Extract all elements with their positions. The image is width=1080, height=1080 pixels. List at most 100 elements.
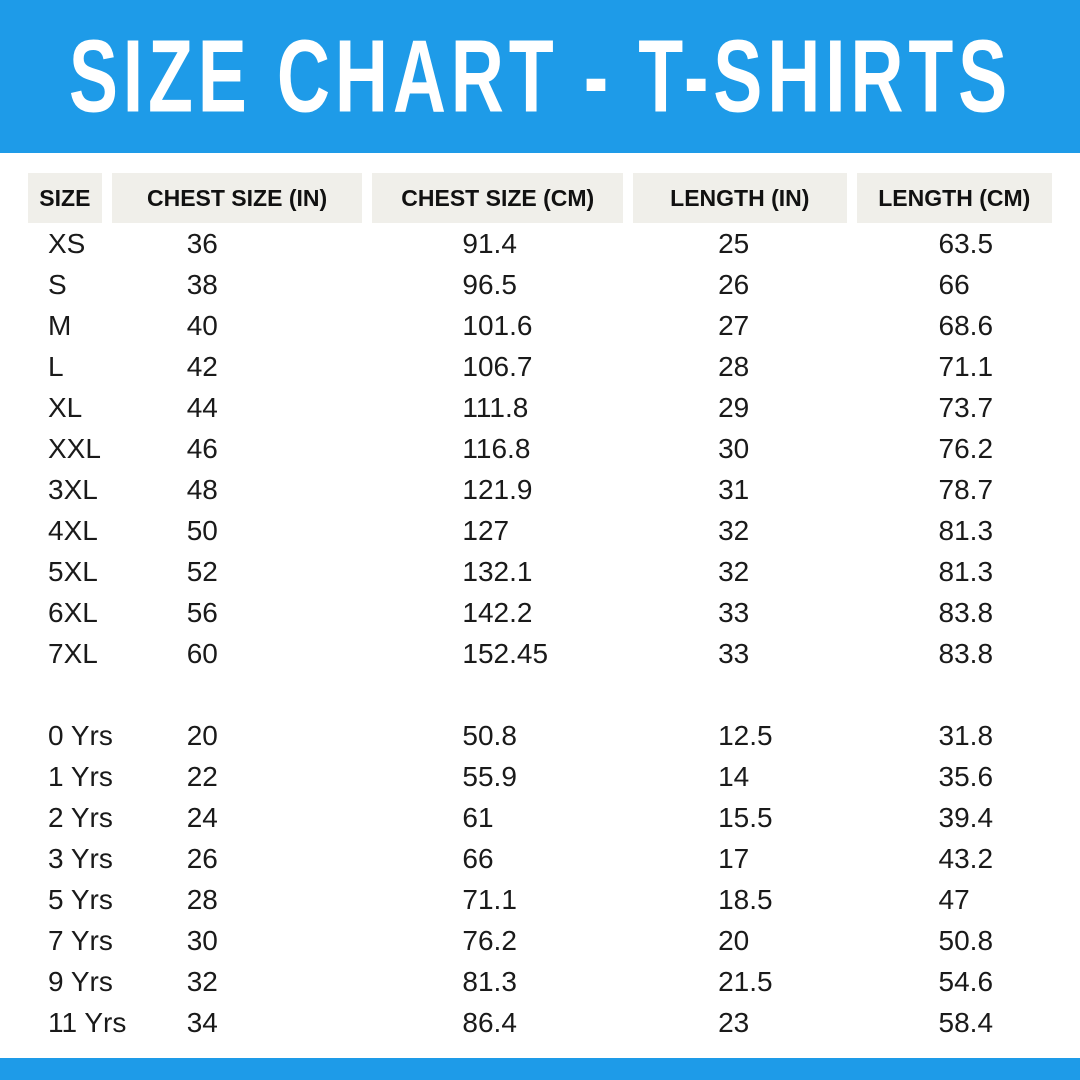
table-row: L 42 106.7 28 71.1 (0, 346, 1080, 387)
cell-length_cm: 68.6 (938, 310, 994, 341)
cell-length_cm: 83.8 (938, 638, 994, 669)
cell-size: 7XL (48, 638, 98, 669)
cell-length_cm: 83.8 (938, 597, 994, 628)
cell-length_in: 18.5 (718, 884, 773, 915)
cell-length_cm: 47 (938, 884, 970, 915)
cell-chest_cm: 76.2 (462, 925, 517, 956)
cell-length_cm: 31.8 (938, 720, 994, 751)
cell-length_cm: 50.8 (938, 925, 994, 956)
cell-length_in: 26 (718, 269, 750, 300)
cell-size: XXL (48, 433, 101, 464)
cell-chest_cm: 142.2 (462, 597, 533, 628)
cell-chest_cm: 81.3 (462, 966, 517, 997)
cell-chest_cm: 86.4 (462, 1007, 517, 1038)
table-row: 7XL 60 152.45 33 83.8 (0, 633, 1080, 674)
column-header-length-in-label: LENGTH (IN) (633, 173, 847, 223)
cell-chest_cm: 66 (462, 843, 494, 874)
table-body: XS 36 91.4 25 63.5 S 38 96.5 26 66 M 40 101.6 27 68.6 L… (0, 223, 1080, 1043)
column-header-length-in: LENGTH (IN) (633, 173, 856, 223)
cell-length_cm: 78.7 (938, 474, 994, 505)
table-row: 9 Yrs 32 81.3 21.5 54.6 (0, 961, 1080, 1002)
cell-size: 0 Yrs (48, 720, 113, 751)
cell-length_cm: 81.3 (938, 556, 994, 587)
table-row: M 40 101.6 27 68.6 (0, 305, 1080, 346)
cell-length_in: 27 (718, 310, 750, 341)
cell-length_cm: 76.2 (938, 433, 994, 464)
cell-chest_in: 42 (186, 351, 218, 382)
cell-chest_in: 46 (186, 433, 218, 464)
cell-chest_cm: 55.9 (462, 761, 517, 792)
cell-chest_in: 52 (186, 556, 218, 587)
table-row: 7 Yrs 30 76.2 20 50.8 (0, 920, 1080, 961)
cell-chest_cm: 50.8 (462, 720, 517, 751)
cell-length_in: 25 (718, 228, 750, 259)
cell-length_cm: 39.4 (938, 802, 994, 833)
cell-size: S (48, 269, 67, 300)
size-chart-table: SIZE CHEST SIZE (IN) CHEST SIZE (CM) LEN… (0, 153, 1080, 1043)
cell-chest_in: 40 (186, 310, 218, 341)
column-header-chest-in-label: CHEST SIZE (IN) (111, 173, 363, 223)
cell-chest_in: 50 (186, 515, 218, 546)
table-row: 0 Yrs 20 50.8 12.5 31.8 (0, 715, 1080, 756)
table-row: 5 Yrs 28 71.1 18.5 47 (0, 879, 1080, 920)
cell-chest_in: 20 (186, 720, 218, 751)
cell-chest_in: 30 (186, 925, 218, 956)
cell-chest_cm: 91.4 (462, 228, 517, 259)
cell-chest_in: 60 (186, 638, 218, 669)
footer-bar (0, 1058, 1080, 1080)
cell-length_cm: 58.4 (938, 1007, 994, 1038)
cell-length_in: 29 (718, 392, 750, 423)
table-row: 5XL 52 132.1 32 81.3 (0, 551, 1080, 592)
cell-chest_in: 24 (186, 802, 218, 833)
table-row: 1 Yrs 22 55.9 14 35.6 (0, 756, 1080, 797)
cell-length_cm: 35.6 (938, 761, 994, 792)
cell-length_in: 28 (718, 351, 750, 382)
cell-chest_cm: 152.45 (462, 638, 549, 669)
cell-chest_cm: 61 (462, 802, 494, 833)
header-row: SIZE CHEST SIZE (IN) CHEST SIZE (CM) LEN… (0, 173, 1080, 223)
table-row: 11 Yrs 34 86.4 23 58.4 (0, 1002, 1080, 1043)
cell-length_in: 33 (718, 638, 750, 669)
table-row: 2 Yrs 24 61 15.5 39.4 (0, 797, 1080, 838)
column-header-size: SIZE (0, 173, 112, 223)
cell-length_in: 32 (718, 515, 750, 546)
cell-length_cm: 66 (938, 269, 970, 300)
cell-length_in: 20 (718, 925, 750, 956)
table-row: 3 Yrs 26 66 17 43.2 (0, 838, 1080, 879)
cell-size: 3 Yrs (48, 843, 113, 874)
cell-size: M (48, 310, 72, 341)
column-header-length-cm: LENGTH (CM) (856, 173, 1080, 223)
cell-size: 5 Yrs (48, 884, 113, 915)
cell-chest_in: 26 (186, 843, 218, 874)
cell-size: L (48, 351, 64, 382)
table-header: SIZE CHEST SIZE (IN) CHEST SIZE (CM) LEN… (0, 153, 1080, 223)
cell-chest_in: 48 (186, 474, 218, 505)
cell-size: 11 Yrs (48, 1007, 127, 1038)
cell-chest_in: 22 (186, 761, 218, 792)
cell-chest_in: 44 (186, 392, 218, 423)
column-header-size-label: SIZE (28, 173, 102, 223)
cell-size: 7 Yrs (48, 925, 113, 956)
cell-chest_in: 28 (186, 884, 218, 915)
column-header-chest-cm: CHEST SIZE (CM) (372, 173, 633, 223)
cell-length_in: 15.5 (718, 802, 773, 833)
cell-chest_in: 36 (186, 228, 218, 259)
cell-size: 6XL (48, 597, 98, 628)
cell-chest_cm: 71.1 (462, 884, 517, 915)
cell-chest_cm: 132.1 (462, 556, 533, 587)
cell-chest_cm: 96.5 (462, 269, 517, 300)
table-row: S 38 96.5 26 66 (0, 264, 1080, 305)
cell-size: 3XL (48, 474, 98, 505)
cell-length_in: 30 (718, 433, 750, 464)
table-row: 6XL 56 142.2 33 83.8 (0, 592, 1080, 633)
page-banner: SIZE CHART - T-SHIRTS (0, 0, 1080, 153)
cell-chest_cm: 121.9 (462, 474, 533, 505)
cell-length_cm: 71.1 (938, 351, 994, 382)
cell-length_in: 12.5 (718, 720, 773, 751)
cell-chest_cm: 106.7 (462, 351, 533, 382)
table-row: XS 36 91.4 25 63.5 (0, 223, 1080, 264)
section-spacer-row (0, 674, 1080, 715)
cell-chest_cm: 127 (462, 515, 510, 546)
table-row: XL 44 111.8 29 73.7 (0, 387, 1080, 428)
